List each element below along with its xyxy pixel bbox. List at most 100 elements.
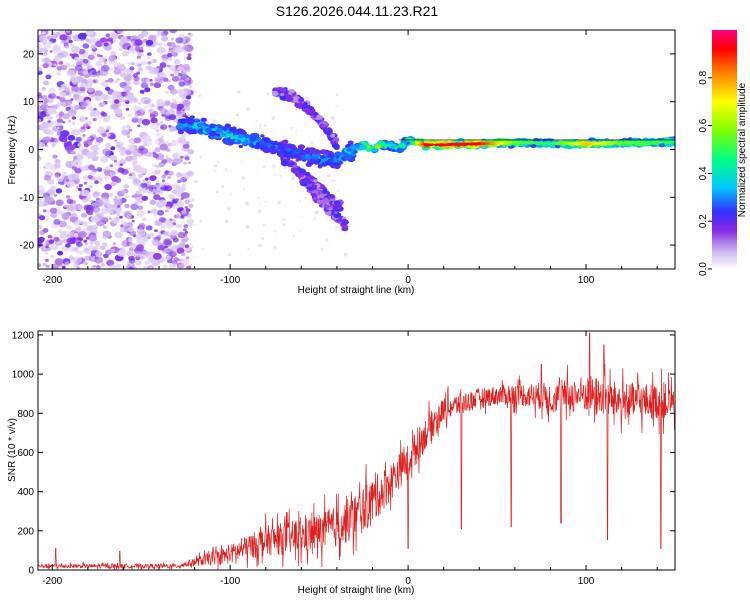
spectrogram-scatter-cell — [241, 176, 245, 180]
spectrogram-noise-cell — [149, 199, 157, 205]
spectrogram-noise-cell — [92, 246, 98, 251]
spectrogram-noise-cell — [148, 108, 154, 113]
spectrogram-noise-cell — [136, 62, 143, 68]
spectrogram-noise-cell — [77, 187, 82, 191]
spectrogram-noise-cell — [117, 96, 122, 100]
spectrogram-ridge-core — [660, 140, 665, 143]
spectrogram-branch-cell — [326, 207, 330, 210]
spectrogram-noise-cell — [64, 261, 70, 266]
spectrogram-noise-cell — [151, 45, 155, 48]
spectrogram-ridge-cell — [234, 139, 239, 143]
spectrogram-noise-cell — [67, 119, 72, 123]
spectrogram-scatter-cell — [277, 200, 281, 205]
spectrogram-noise-cell — [93, 207, 99, 212]
spectrogram-noise-cell — [131, 220, 135, 223]
spectrogram-noise-cell — [114, 80, 119, 84]
spectrogram-branch-cell — [290, 167, 299, 173]
spectrogram-noise-cell — [144, 139, 152, 146]
spectrogram-noise-cell — [178, 138, 187, 145]
spectrogram-noise-cell — [160, 124, 168, 130]
spectrogram-noise-cell — [161, 179, 166, 183]
spectrogram-noise-cell — [181, 258, 190, 266]
spectrogram-noise-cell — [125, 107, 130, 111]
spectrogram-scatter-cell — [193, 224, 196, 226]
spectrogram-noise-cell — [53, 218, 61, 225]
spectrogram-scatter-cell — [314, 121, 317, 124]
spectrogram-noise-cell — [115, 110, 123, 117]
spectrogram-noise-cell — [139, 89, 145, 94]
spectrogram-noise-cell — [140, 82, 149, 89]
spectrogram-noise-cell — [42, 94, 48, 100]
spectrogram-ridge-cell — [253, 144, 259, 149]
spectrogram-noise-cell — [61, 265, 66, 269]
spectrogram-noise-cell — [160, 76, 165, 81]
spectrogram-noise-cell — [131, 194, 136, 198]
spectrogram-noise-cell — [101, 81, 109, 87]
y-tick-label: 800 — [17, 409, 34, 420]
spectrogram-noise-cell — [114, 99, 120, 104]
spectrogram-scatter-cell — [298, 200, 302, 203]
spectrogram-noise-cell — [158, 182, 165, 188]
spectrogram-ridge-cell — [577, 145, 581, 148]
spectrogram-noise-cell — [73, 106, 78, 109]
spectrogram-noise-cell — [68, 255, 75, 260]
spectrogram-branch-cell — [331, 143, 340, 149]
spectrogram-noise-cell — [72, 263, 79, 269]
spectrogram-noise-cell — [88, 235, 97, 242]
spectrogram-ridge-core — [611, 142, 616, 145]
spectrogram-noise-cell — [47, 179, 55, 185]
chart-title: S126.2026.044.11.23.R21 — [276, 3, 439, 19]
spectrogram-ridge-cell — [263, 137, 271, 143]
spectrogram-noise-cell — [175, 223, 182, 229]
spectrogram-scatter-cell — [213, 164, 218, 168]
spectrogram-noise-cell — [103, 117, 110, 123]
spectrogram-noise-cell — [185, 256, 190, 260]
spectrogram-noise-cell — [53, 156, 57, 159]
spectrogram-scatter-cell — [227, 253, 231, 257]
spectrogram-noise-cell — [183, 224, 189, 229]
spectrogram-noise-cell — [155, 33, 161, 38]
spectrogram-noise-cell — [174, 46, 183, 54]
spectrogram-noise-cell — [65, 39, 70, 43]
spectrogram-noise-cell — [38, 44, 42, 49]
spectrogram-noise-cell — [86, 210, 94, 216]
spectrogram-noise-cell — [125, 81, 131, 86]
spectrogram-noise-cell — [92, 118, 97, 122]
spectrogram-noise-cell — [95, 136, 104, 143]
spectrogram-noise-cell — [177, 65, 184, 70]
spectrogram-ridge-core — [624, 141, 629, 144]
spectrogram-ridge-cell — [333, 159, 338, 163]
spectrogram-noise-cell — [66, 69, 75, 77]
spectrogram-noise-cell — [88, 184, 93, 189]
spectrogram-ridge-cell — [270, 145, 276, 150]
spectrogram-noise-cell — [117, 205, 121, 208]
spectrogram-noise-cell — [156, 123, 161, 126]
spectrogram-noise-cell — [90, 265, 96, 269]
spectrogram-noise-cell — [88, 164, 95, 171]
spectrogram-noise-cell — [73, 156, 77, 160]
spectrogram-ridge-core — [667, 140, 672, 144]
spectrogram-noise-cell — [149, 232, 155, 237]
colorbar-tick-label: 0.6 — [698, 118, 709, 132]
spectrogram-noise-cell — [153, 213, 157, 217]
y-tick-label: 1200 — [12, 330, 35, 341]
spectrogram-noise-cell — [170, 190, 174, 193]
spectrogram-noise-cell — [89, 37, 97, 44]
spectrogram-branch-cell — [317, 194, 324, 200]
spectrogram-branch-cell — [343, 224, 349, 229]
spectrogram-ridge-cell — [329, 154, 334, 158]
spectrogram-noise-cell — [150, 117, 158, 124]
spectrogram-noise-cell — [168, 124, 172, 128]
spectrogram-noise-cell — [149, 78, 153, 82]
spectrogram-noise-cell — [49, 50, 53, 53]
spectrogram-noise-cell — [176, 188, 184, 195]
spectrogram-noise-cell — [83, 175, 89, 180]
spectrogram-ridge-cell — [344, 154, 353, 160]
spectrogram-noise-cell — [164, 100, 171, 106]
spectrogram-scatter-cell — [246, 147, 250, 151]
spectrogram-branch-cell — [312, 112, 317, 116]
spectrogram-scatter-cell — [290, 127, 293, 130]
spectrogram-noise-cell — [161, 35, 169, 42]
spectrogram-noise-cell — [62, 121, 66, 124]
spectrogram-noise-cell — [66, 225, 72, 230]
